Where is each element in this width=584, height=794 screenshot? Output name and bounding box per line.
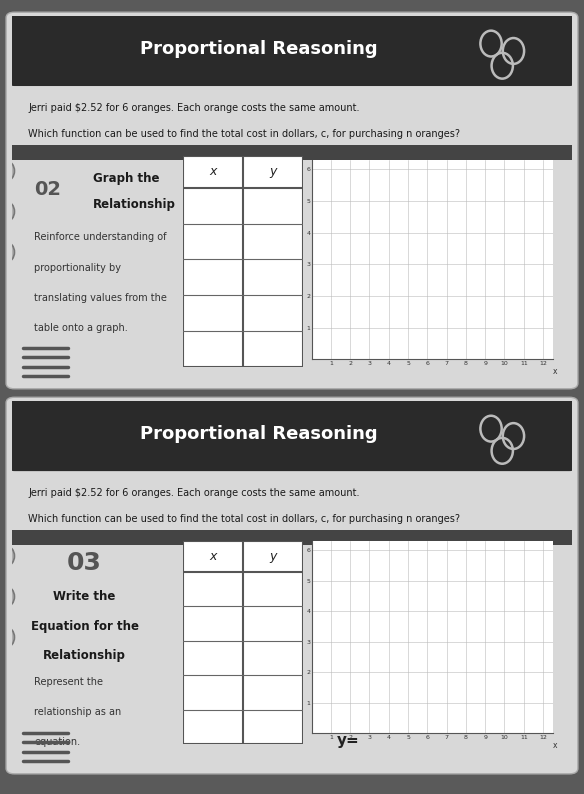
- FancyBboxPatch shape: [6, 397, 578, 774]
- Text: x: x: [209, 550, 217, 563]
- FancyBboxPatch shape: [6, 12, 578, 389]
- Ellipse shape: [0, 202, 15, 222]
- FancyBboxPatch shape: [9, 14, 575, 86]
- Text: Represent the: Represent the: [34, 676, 103, 687]
- Text: x: x: [552, 741, 557, 750]
- Text: equation.: equation.: [34, 737, 80, 747]
- FancyBboxPatch shape: [9, 399, 575, 471]
- Text: Write the: Write the: [53, 590, 116, 603]
- Text: Which function can be used to find the total cost in dollars, c, for purchasing : Which function can be used to find the t…: [29, 129, 461, 139]
- Text: Equation for the: Equation for the: [30, 619, 138, 633]
- Text: table onto a graph.: table onto a graph.: [34, 323, 128, 333]
- Ellipse shape: [0, 546, 15, 566]
- Text: Jerri paid $2.52 for 6 oranges. Each orange costs the same amount.: Jerri paid $2.52 for 6 oranges. Each ora…: [29, 103, 360, 114]
- Text: translating values from the: translating values from the: [34, 293, 167, 303]
- Text: Relationship: Relationship: [93, 198, 176, 210]
- Text: y: y: [269, 165, 277, 179]
- Text: Proportional Reasoning: Proportional Reasoning: [140, 40, 377, 58]
- Text: y=: y=: [337, 733, 360, 748]
- Text: 02: 02: [34, 180, 61, 199]
- Text: Relationship: Relationship: [43, 649, 126, 662]
- Text: 03: 03: [67, 551, 102, 576]
- Text: Which function can be used to find the total cost in dollars, c, for purchasing : Which function can be used to find the t…: [29, 515, 461, 524]
- Text: relationship as an: relationship as an: [34, 707, 121, 717]
- Ellipse shape: [0, 627, 15, 647]
- Text: y: y: [269, 550, 277, 563]
- Text: Graph the: Graph the: [93, 172, 159, 185]
- Text: proportionality by: proportionality by: [34, 263, 121, 272]
- Text: Jerri paid $2.52 for 6 oranges. Each orange costs the same amount.: Jerri paid $2.52 for 6 oranges. Each ora…: [29, 488, 360, 499]
- Text: Proportional Reasoning: Proportional Reasoning: [140, 426, 377, 443]
- Bar: [12, 145, 572, 160]
- Ellipse shape: [0, 161, 15, 181]
- Ellipse shape: [0, 242, 15, 262]
- Ellipse shape: [0, 587, 15, 607]
- Bar: [12, 530, 572, 545]
- Text: x: x: [552, 368, 557, 376]
- Text: Reinforce understanding of: Reinforce understanding of: [34, 233, 166, 242]
- Text: x: x: [209, 165, 217, 179]
